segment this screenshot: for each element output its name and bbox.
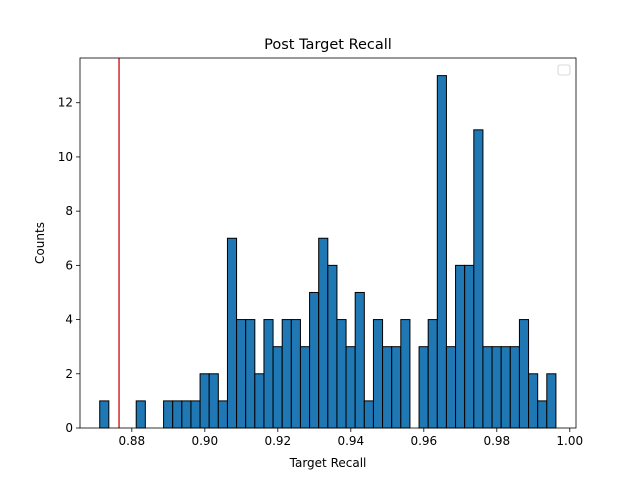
histogram-bar [245,319,256,429]
histogram-bar [436,75,447,429]
histogram-bar [473,129,484,429]
histogram-bar [281,319,292,429]
histogram-bar [181,400,192,429]
histogram-bar [528,373,539,429]
x-tick-label: 0.92 [264,434,291,448]
histogram-bar [299,346,311,429]
y-tick-label: 0 [65,421,73,435]
histogram-bar [518,319,530,429]
histogram-bar [400,319,411,429]
x-axis-label: Target Recall [289,456,367,470]
histogram-bar [199,373,210,429]
histogram-bar [190,400,201,429]
histogram-bar [418,346,429,429]
x-tick-label: 0.96 [410,434,437,448]
histogram-bar [546,373,557,429]
histogram-bar [272,346,283,429]
histogram-bar [254,373,265,429]
histogram-bar [372,319,384,429]
histogram-bar [290,319,301,429]
histogram-bar [309,291,320,429]
histogram-bar [263,319,274,429]
histogram-bar [537,400,548,429]
histogram-bar [482,346,493,429]
histogram-bar [455,264,466,429]
plot-frame [79,57,577,429]
y-tick-label: 8 [65,204,73,218]
y-tick-label: 2 [65,367,73,381]
histogram-bar [163,400,174,429]
y-tick-label: 6 [65,258,73,272]
histogram-bar [382,346,393,429]
histogram-bar [217,400,228,429]
histogram-bar [345,346,356,429]
x-axis-ticks: 0.88 0.90 0.92 0.94 0.96 0.98 1.00 [118,428,583,448]
x-tick-label: 0.98 [483,434,510,448]
histogram-bar [500,346,511,429]
y-tick-label: 12 [58,96,73,110]
x-tick-label: 0.88 [118,434,145,448]
histogram-bar [236,319,247,429]
histogram-bar [172,400,183,429]
histogram-bar [491,346,502,429]
histogram-bar [318,237,329,429]
y-tick-label: 10 [58,150,73,164]
y-axis-label: Counts [33,222,47,264]
x-tick-label: 0.90 [191,434,218,448]
histogram-bar [391,346,402,429]
histogram-bar [363,400,374,429]
histogram-bar [445,346,457,429]
histogram-bar [464,264,475,429]
histogram-bar [509,346,520,429]
histogram-bar [135,400,146,429]
histogram-bar [99,400,110,429]
histogram-bar [327,264,338,429]
histogram-bar [336,319,347,429]
histogram-bar [427,319,438,429]
y-axis-ticks: 0 2 4 6 8 10 12 [58,96,80,435]
legend-box [557,64,571,76]
histogram-bar [226,237,238,429]
histogram-bar [208,373,219,429]
x-tick-label: 0.94 [337,434,364,448]
y-tick-label: 4 [65,313,73,327]
chart-title: Post Target Recall [264,37,392,53]
histogram-bar [354,291,365,429]
x-tick-label: 1.00 [556,434,583,448]
